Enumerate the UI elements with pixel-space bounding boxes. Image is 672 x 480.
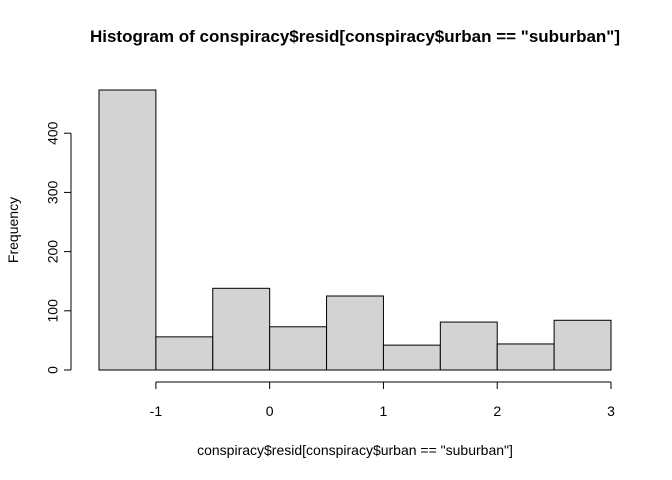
bar — [326, 295, 384, 371]
bar — [382, 344, 441, 371]
y-tick-label: 0 — [45, 366, 61, 374]
x-tick-label: 2 — [493, 403, 501, 419]
x-tick-label: 0 — [266, 403, 274, 419]
x-tick-label: -1 — [150, 403, 163, 419]
bar — [439, 321, 498, 371]
bar — [98, 89, 157, 371]
chart-title: Histogram of conspiracy$resid[conspiracy… — [90, 27, 620, 46]
bar — [269, 326, 328, 371]
x-tick-label: 3 — [607, 403, 615, 419]
y-tick-label: 400 — [45, 121, 61, 145]
x-tick-label: 1 — [380, 403, 388, 419]
y-tick-label: 300 — [45, 181, 61, 205]
x-axis-label: conspiracy$resid[conspiracy$urban == "su… — [197, 442, 513, 458]
y-tick-label: 100 — [45, 299, 61, 323]
bar — [212, 287, 271, 371]
y-axis-label: Frequency — [5, 197, 21, 263]
y-tick-label: 200 — [45, 240, 61, 264]
bar — [553, 319, 612, 371]
bar — [496, 343, 555, 371]
bar — [155, 336, 214, 371]
